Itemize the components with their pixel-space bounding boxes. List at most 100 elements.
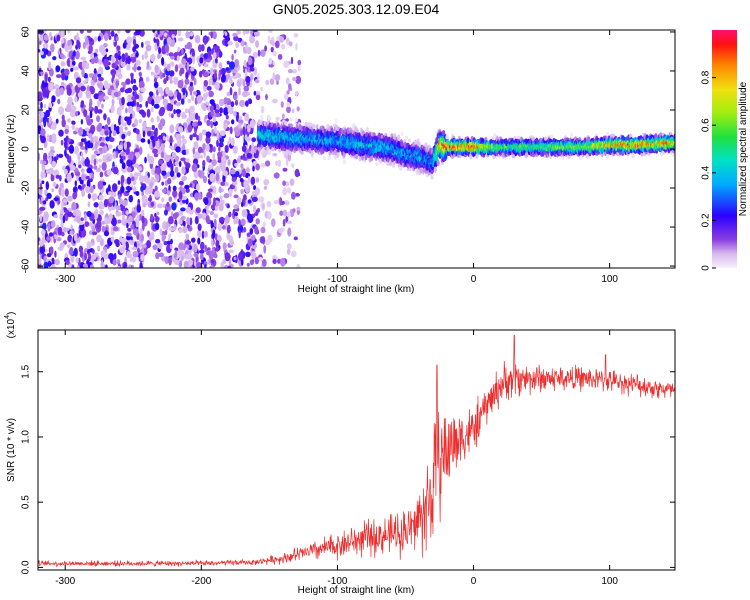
noise-blob bbox=[194, 192, 200, 201]
noise-blob bbox=[184, 108, 189, 114]
noise-blob bbox=[55, 174, 60, 179]
signal-cell bbox=[445, 134, 449, 140]
noise-blob bbox=[119, 158, 124, 164]
noise-blob bbox=[182, 225, 188, 234]
noise-blob bbox=[286, 106, 291, 114]
noise-blob bbox=[98, 158, 102, 163]
noise-blob bbox=[102, 155, 106, 162]
noise-blob bbox=[249, 119, 256, 129]
noise-blob bbox=[234, 162, 238, 167]
noise-blob bbox=[161, 181, 165, 186]
noise-blob bbox=[171, 202, 177, 211]
noise-blob bbox=[250, 176, 256, 185]
noise-blob bbox=[121, 81, 127, 86]
noise-blob bbox=[42, 43, 49, 49]
noise-blob bbox=[77, 91, 83, 98]
noise-blob bbox=[86, 179, 91, 189]
noise-blob bbox=[44, 49, 49, 55]
noise-blob bbox=[290, 250, 297, 258]
noise-blob bbox=[185, 206, 192, 214]
noise-blob bbox=[168, 112, 172, 118]
noise-blob bbox=[72, 120, 76, 125]
noise-blob bbox=[285, 157, 289, 167]
noise-blob bbox=[63, 198, 67, 204]
noise-blob bbox=[41, 80, 46, 89]
noise-blob bbox=[176, 172, 181, 178]
noise-blob bbox=[74, 171, 81, 177]
noise-blob bbox=[40, 101, 43, 109]
noise-blob bbox=[229, 75, 233, 84]
noise-blob bbox=[109, 154, 113, 160]
noise-blob bbox=[92, 73, 97, 83]
noise-blob bbox=[51, 160, 57, 168]
noise-blob bbox=[118, 117, 122, 126]
noise-blob bbox=[81, 189, 85, 197]
noise-blob bbox=[157, 242, 163, 250]
noise-blob bbox=[225, 67, 230, 71]
noise-blob bbox=[252, 205, 257, 213]
noise-blob bbox=[202, 159, 206, 168]
noise-blob bbox=[68, 155, 72, 164]
noise-blob bbox=[148, 155, 154, 165]
noise-blob bbox=[121, 199, 128, 207]
noise-blob bbox=[185, 148, 190, 155]
noise-blob bbox=[153, 128, 158, 138]
noise-blob bbox=[280, 101, 284, 108]
noise-blob bbox=[101, 136, 105, 142]
noise-blob bbox=[285, 77, 290, 85]
noise-blob bbox=[260, 49, 266, 57]
noise-blob bbox=[238, 229, 241, 239]
noise-blob bbox=[106, 117, 111, 125]
noise-blob bbox=[154, 42, 158, 52]
noise-blob bbox=[197, 146, 203, 154]
noise-blob bbox=[241, 209, 248, 218]
noise-blob bbox=[203, 63, 209, 68]
noise-blob bbox=[159, 118, 166, 127]
noise-blob bbox=[262, 203, 265, 211]
noise-blob bbox=[193, 244, 198, 253]
noise-blob bbox=[260, 105, 265, 114]
noise-blob bbox=[110, 123, 115, 132]
noise-blob bbox=[154, 139, 160, 149]
noise-blob bbox=[50, 124, 57, 130]
noise-blob bbox=[292, 77, 297, 81]
noise-blob bbox=[167, 178, 172, 185]
noise-blob bbox=[282, 180, 286, 186]
noise-blob bbox=[183, 84, 187, 89]
noise-blob bbox=[265, 179, 270, 185]
noise-blob bbox=[214, 247, 220, 252]
noise-blob bbox=[246, 262, 250, 267]
noise-blob bbox=[239, 129, 243, 137]
noise-blob bbox=[218, 146, 221, 152]
noise-blob bbox=[86, 167, 93, 174]
noise-blob bbox=[293, 32, 299, 38]
noise-blob bbox=[219, 130, 226, 137]
noise-blob bbox=[204, 92, 209, 98]
noise-blob bbox=[92, 248, 95, 255]
noise-blob bbox=[118, 199, 122, 204]
noise-blob bbox=[247, 57, 253, 66]
noise-blob bbox=[133, 78, 137, 84]
noise-blob bbox=[101, 49, 107, 56]
noise-blob bbox=[296, 206, 301, 211]
noise-blob bbox=[52, 56, 57, 61]
noise-blob bbox=[158, 159, 164, 165]
noise-blob bbox=[150, 54, 156, 62]
noise-blob bbox=[133, 163, 140, 168]
signal-cell bbox=[284, 120, 288, 126]
noise-blob bbox=[187, 124, 193, 133]
noise-blob bbox=[286, 90, 290, 95]
noise-blob bbox=[212, 153, 216, 160]
noise-blob bbox=[236, 30, 241, 35]
noise-blob bbox=[148, 234, 154, 242]
noise-blob bbox=[79, 30, 84, 34]
noise-blob bbox=[258, 196, 265, 203]
noise-blob bbox=[67, 138, 71, 143]
noise-blob bbox=[56, 34, 61, 42]
noise-blob bbox=[126, 87, 133, 94]
noise-blob bbox=[186, 61, 190, 71]
noise-blob bbox=[58, 106, 65, 115]
noise-blob bbox=[162, 98, 169, 106]
noise-blob bbox=[141, 41, 144, 48]
noise-blob bbox=[114, 60, 119, 66]
